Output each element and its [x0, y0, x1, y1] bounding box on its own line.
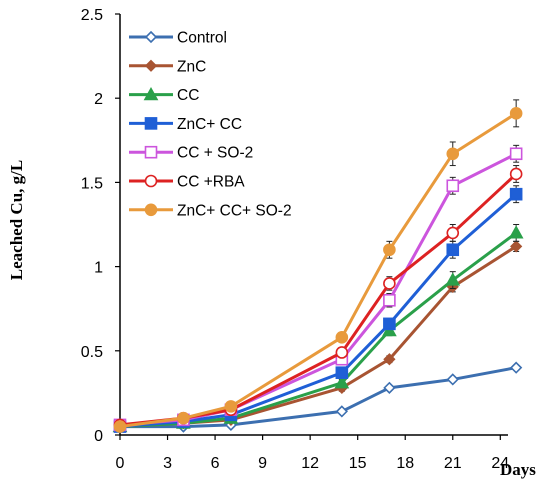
- legend-marker: [143, 86, 159, 101]
- data-point: [446, 179, 460, 193]
- data-point: [224, 400, 238, 413]
- x-tick-label: 18: [396, 455, 414, 472]
- data-point: [509, 147, 523, 161]
- series-group: [113, 144, 523, 432]
- y-axis-title: Leached Cu, g/L: [7, 160, 26, 280]
- x-tick-label: 6: [211, 455, 220, 472]
- data-point: [446, 147, 460, 161]
- data-point: [510, 240, 523, 253]
- legend-marker: [144, 117, 158, 130]
- data-point: [446, 243, 460, 257]
- legend: Control ZnC CC ZnC+ CC CC + SO-2 CC +RBA ZnC+ …: [129, 30, 292, 219]
- legend-label: CC: [177, 87, 199, 104]
- legend-label: Control: [177, 30, 227, 47]
- data-point: [383, 353, 396, 366]
- series-group: [113, 240, 523, 433]
- legend-marker: [144, 59, 158, 72]
- series-group: [113, 99, 523, 433]
- data-point: [510, 361, 523, 374]
- y-tick-label: 2: [94, 91, 103, 108]
- data-point: [509, 107, 523, 120]
- data-point: [508, 225, 524, 239]
- data-point: [383, 277, 396, 290]
- data-point: [383, 293, 396, 307]
- series-line: [119, 152, 517, 427]
- y-tick-label: 0: [94, 428, 103, 445]
- data-point: [334, 375, 350, 389]
- legend-marker: [144, 145, 158, 159]
- data-point: [335, 366, 349, 379]
- data-point: [446, 373, 459, 386]
- data-point: [445, 272, 461, 286]
- data-point: [383, 243, 396, 257]
- y-tick-label: 2.5: [81, 7, 103, 24]
- x-tick-label: 0: [116, 455, 125, 472]
- x-axis-title: Days: [500, 460, 536, 479]
- data-point: [177, 411, 190, 425]
- y-tick-label: 0.5: [81, 344, 103, 361]
- series-line: [119, 231, 518, 429]
- data-point: [383, 317, 396, 331]
- x-tick-label: 15: [349, 455, 367, 472]
- data-point: [509, 187, 523, 201]
- series-group: [112, 224, 524, 433]
- legend-marker: [144, 203, 158, 217]
- y-tick-label: 1.5: [81, 175, 103, 192]
- axes: [119, 14, 508, 436]
- data-point: [335, 331, 349, 344]
- legend-label: ZnC: [177, 58, 206, 75]
- legend-label: CC + SO-2: [177, 145, 253, 162]
- legend-marker: [144, 30, 158, 44]
- legend-label: ZnC+ CC: [177, 116, 242, 133]
- x-tick-label: 3: [163, 455, 172, 472]
- series-line: [119, 245, 517, 429]
- data-point: [113, 420, 127, 433]
- data-point: [335, 346, 349, 359]
- y-tick-label: 1: [94, 260, 103, 277]
- data-point: [335, 405, 348, 418]
- legend-label: ZnC+ CC+ SO-2: [177, 202, 292, 219]
- series-layer: [112, 99, 524, 433]
- legend-marker: [144, 174, 158, 188]
- data-point: [383, 381, 396, 394]
- legend-label: CC +RBA: [177, 174, 245, 191]
- x-tick-label: 24: [491, 455, 509, 472]
- x-tick-label: 12: [301, 455, 319, 472]
- x-tick-label: 9: [258, 455, 267, 472]
- ticks: 0 0.5 1 1.5 2 2.5 0 3 6 9 12 15 18 21 24: [81, 7, 510, 472]
- data-point: [446, 226, 460, 240]
- data-point: [509, 167, 523, 181]
- x-tick-label: 21: [444, 455, 462, 472]
